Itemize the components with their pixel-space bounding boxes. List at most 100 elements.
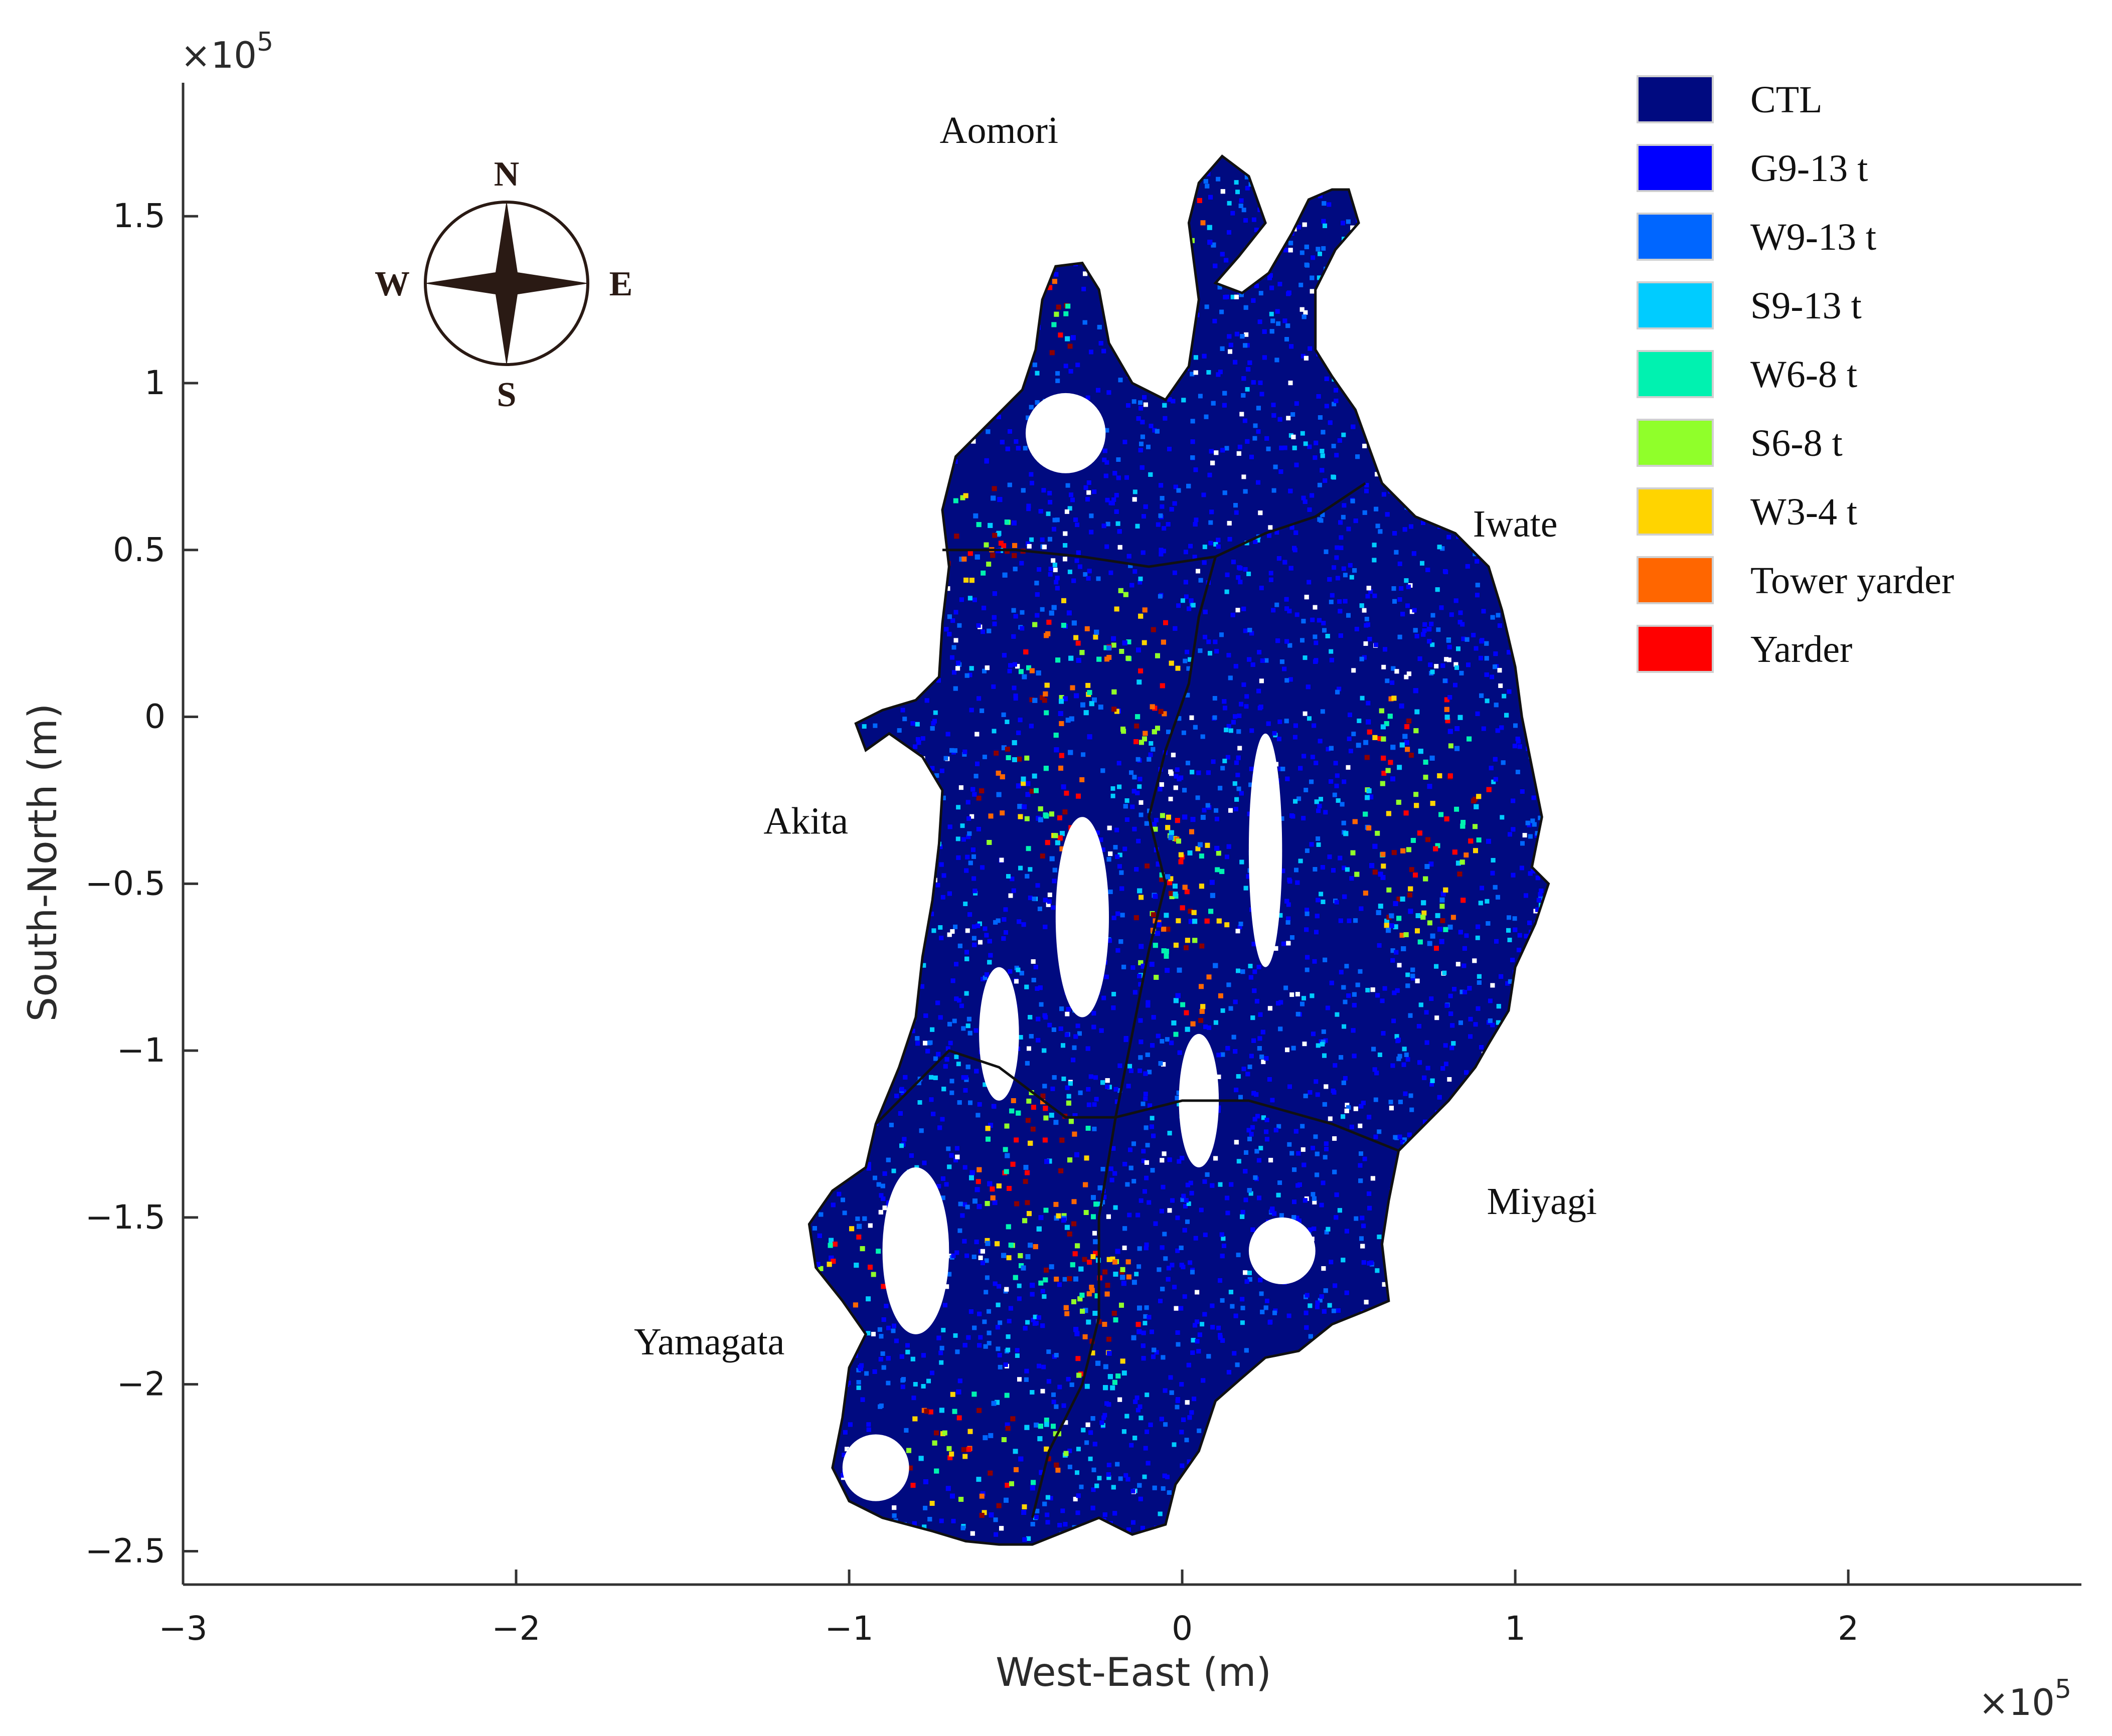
raster-cell	[1540, 1355, 1545, 1359]
raster-cell	[1534, 709, 1539, 714]
raster-cell	[946, 1146, 951, 1151]
raster-cell	[1079, 777, 1085, 782]
raster-cell	[1017, 1296, 1022, 1301]
raster-cell	[953, 924, 958, 929]
raster-cell	[1427, 1243, 1432, 1248]
raster-cell	[1134, 290, 1139, 295]
raster-cell	[1276, 321, 1281, 326]
raster-cell	[1201, 1517, 1206, 1522]
raster-cell	[1446, 657, 1451, 662]
raster-cell	[1282, 1355, 1287, 1360]
raster-cell	[842, 1210, 847, 1216]
raster-cell	[1282, 445, 1287, 450]
raster-cell	[1475, 1277, 1480, 1282]
raster-cell	[1145, 1429, 1150, 1434]
raster-cell	[888, 1549, 893, 1553]
raster-cell	[1507, 1173, 1511, 1178]
raster-cell	[1425, 252, 1430, 257]
raster-cell	[1062, 1539, 1067, 1544]
raster-cell	[835, 604, 840, 609]
raster-cell	[1399, 1267, 1404, 1272]
raster-cell	[1190, 372, 1195, 377]
raster-cell	[893, 379, 898, 384]
raster-cell	[869, 665, 874, 670]
raster-cell	[1143, 378, 1148, 383]
raster-cell	[866, 1331, 871, 1336]
raster-cell	[1340, 353, 1344, 358]
raster-cell	[1323, 1442, 1328, 1447]
raster-cell	[1163, 416, 1168, 421]
raster-cell	[1497, 1458, 1502, 1463]
raster-cell	[1478, 1527, 1483, 1532]
raster-cell	[882, 211, 887, 216]
raster-cell	[1550, 960, 1555, 965]
raster-cell	[1353, 172, 1358, 177]
raster-cell	[1463, 276, 1468, 281]
raster-cell	[1264, 658, 1269, 663]
raster-cell	[1067, 1464, 1072, 1469]
raster-cell	[936, 585, 940, 590]
raster-cell	[1423, 1309, 1428, 1314]
raster-cell	[1532, 446, 1537, 451]
raster-cell	[1468, 1034, 1473, 1039]
raster-cell	[1435, 1227, 1440, 1232]
raster-cell	[959, 401, 964, 406]
raster-cell	[1157, 227, 1162, 232]
raster-cell	[1453, 444, 1458, 449]
raster-cell	[883, 990, 888, 995]
raster-cell	[943, 756, 948, 761]
raster-cell	[1125, 173, 1130, 179]
raster-cell	[1342, 503, 1347, 508]
raster-cell	[1350, 1332, 1355, 1337]
raster-cell	[1204, 156, 1209, 158]
raster-cell	[1393, 336, 1398, 341]
raster-cell	[1461, 228, 1467, 233]
raster-cell	[1541, 733, 1546, 738]
raster-cell	[893, 354, 898, 359]
raster-cell	[1471, 633, 1476, 637]
raster-cell	[1390, 221, 1395, 226]
raster-cell	[1490, 241, 1495, 246]
raster-cell	[1200, 1518, 1205, 1523]
raster-cell	[839, 1015, 844, 1020]
raster-cell	[998, 1364, 1003, 1369]
raster-cell	[1554, 1402, 1558, 1407]
raster-cell	[1495, 1161, 1500, 1166]
raster-cell	[818, 241, 823, 246]
raster-cell	[845, 1447, 849, 1452]
raster-cell	[833, 610, 838, 615]
raster-cell	[1025, 341, 1030, 346]
raster-cell	[1067, 1448, 1072, 1453]
raster-cell	[1252, 436, 1257, 441]
raster-cell	[1026, 342, 1031, 347]
raster-cell	[871, 1059, 876, 1064]
raster-cell	[821, 1125, 826, 1130]
raster-cell	[828, 273, 833, 277]
raster-cell	[1263, 1525, 1268, 1530]
raster-cell	[922, 340, 927, 345]
raster-cell	[1150, 1329, 1154, 1334]
raster-cell	[1136, 1264, 1142, 1269]
raster-cell	[1530, 1030, 1534, 1035]
raster-cell	[815, 362, 820, 366]
raster-cell	[809, 1534, 815, 1539]
raster-cell	[1188, 302, 1193, 307]
raster-cell	[1269, 230, 1274, 235]
raster-cell	[1398, 328, 1403, 333]
raster-cell	[1395, 1334, 1400, 1338]
raster-cell	[1490, 1287, 1495, 1292]
raster-cell	[830, 211, 835, 216]
raster-cell	[908, 968, 913, 973]
raster-cell	[1051, 558, 1056, 563]
raster-cell	[979, 1493, 985, 1499]
raster-cell	[1022, 224, 1027, 229]
raster-cell	[1429, 514, 1434, 519]
raster-cell	[1463, 990, 1468, 994]
raster-cell	[1520, 1520, 1525, 1525]
raster-cell	[1527, 1359, 1531, 1364]
raster-cell	[1550, 944, 1555, 948]
raster-cell	[1269, 311, 1274, 316]
raster-cell	[913, 374, 918, 379]
raster-cell	[1431, 1147, 1436, 1152]
raster-cell	[1504, 455, 1509, 460]
